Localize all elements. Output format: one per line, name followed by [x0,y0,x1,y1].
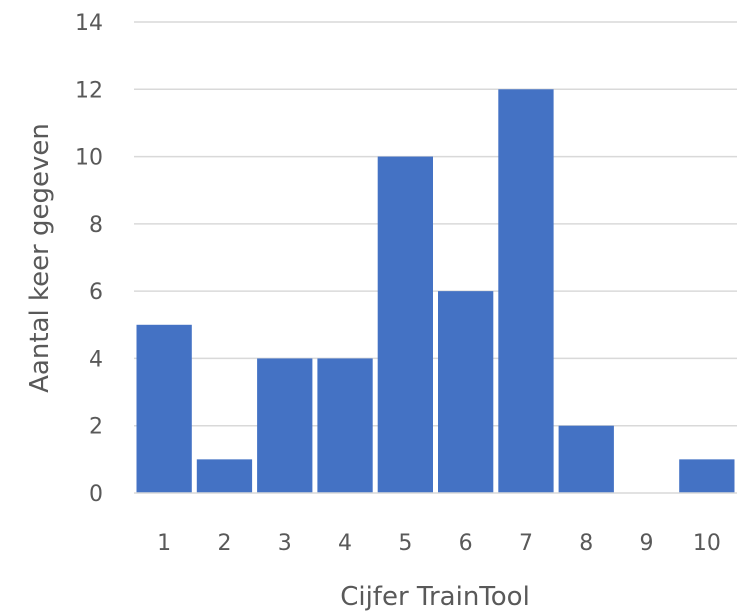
x-tick-label: 2 [217,531,231,556]
y-tick-label: 12 [75,78,103,103]
x-tick-label: 5 [398,531,412,556]
x-tick-label: 10 [693,531,721,556]
y-tick-label: 4 [89,347,103,372]
bar-6 [438,291,494,493]
bar-5 [377,156,433,494]
x-tick-label: 1 [157,531,171,556]
x-tick-label: 7 [519,531,533,556]
gridlines [134,21,737,427]
x-tick-label: 9 [640,531,654,556]
y-axis-title: Aantal keer gegeven [25,123,55,393]
bars [136,89,735,494]
y-tick-labels: 0 2 4 6 8 10 12 14 [75,11,103,507]
bar-3 [257,358,313,493]
y-tick-label: 8 [89,213,103,238]
x-tick-labels: 1 2 3 4 5 6 7 8 9 10 [157,531,721,556]
y-tick-label: 0 [89,482,103,507]
y-tick-label: 2 [89,415,103,440]
y-tick-label: 10 [75,146,103,171]
bar-10 [679,459,735,493]
bar-2 [196,459,253,493]
bar-1 [136,324,192,493]
x-tick-label: 4 [338,531,352,556]
x-tick-label: 8 [579,531,593,556]
bar-7 [498,89,554,494]
y-tick-label: 6 [89,280,103,305]
x-tick-label: 3 [278,531,292,556]
x-tick-label: 6 [459,531,473,556]
bar-8 [558,425,614,493]
y-tick-label: 14 [75,11,103,36]
bar-4 [317,358,373,493]
x-axis-title: Cijfer TrainTool [340,582,530,612]
